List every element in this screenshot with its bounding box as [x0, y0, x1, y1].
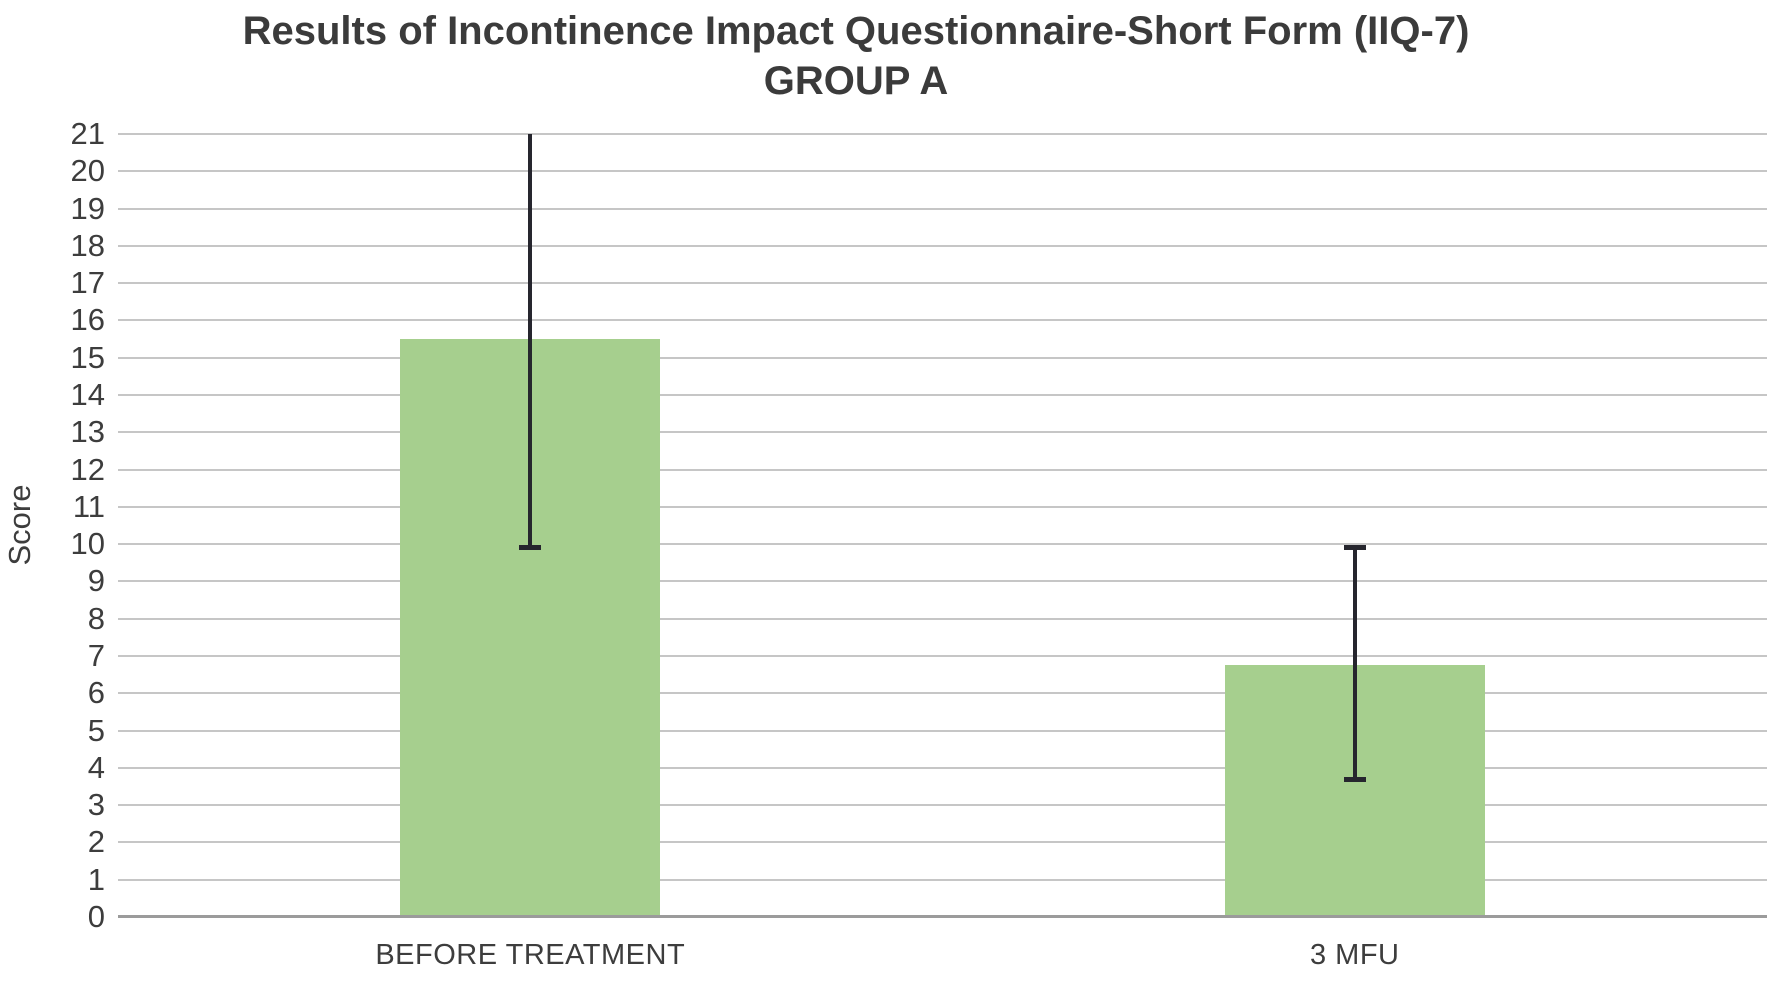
y-tick-label: 9	[87, 563, 105, 599]
gridline	[118, 431, 1767, 434]
y-tick-label: 6	[87, 675, 105, 711]
gridline	[118, 356, 1767, 359]
chart-title-line2: GROUP A	[763, 59, 949, 103]
y-tick-label: 3	[87, 787, 105, 823]
error-bar-high-cap	[1343, 545, 1366, 551]
y-tick-label: 14	[70, 377, 105, 412]
gridline	[118, 841, 1767, 844]
y-tick-label: 8	[87, 600, 105, 636]
gridline	[118, 729, 1767, 732]
gridline	[118, 170, 1767, 173]
gridline	[118, 394, 1767, 396]
error-bar-low-cap	[1343, 776, 1366, 782]
y-tick-label: 5	[87, 712, 105, 748]
category-label-before-treatment: BEFORE TREATMENT	[375, 939, 686, 971]
y-tick-label: 17	[70, 265, 105, 301]
y-tick-label: 18	[70, 227, 105, 263]
y-tick-label: 1	[87, 861, 105, 897]
y-tick-label: 0	[87, 899, 105, 934]
y-tick-label: 12	[70, 451, 105, 487]
y-tick-label: 16	[70, 302, 105, 338]
y-tick-label: 2	[87, 824, 105, 860]
error-bar-before-treatment	[528, 134, 533, 548]
gridline	[118, 617, 1767, 620]
gridline	[118, 878, 1767, 881]
error-bar-low-cap	[519, 545, 542, 551]
x-axis-line	[118, 915, 1767, 918]
plot-area: 0 1 2 3 4 5 6 7 8 9 10 11 12 13 14 15 16 17 18 19 20 21 BEFORE…	[71, 116, 1767, 971]
y-tick-label: 13	[70, 414, 105, 450]
gridline	[118, 692, 1767, 695]
gridline	[118, 133, 1767, 135]
y-tick-label: 15	[70, 339, 105, 375]
error-bar-3-mfu	[1352, 547, 1357, 780]
gridline	[118, 804, 1767, 807]
gridline	[118, 282, 1767, 285]
gridline	[118, 655, 1767, 657]
gridline	[118, 580, 1767, 583]
y-tick-label: 20	[70, 153, 105, 189]
gridline	[118, 766, 1767, 769]
chart-title: Results of Incontinence Impact Questionn…	[0, 6, 1712, 106]
gridline	[118, 319, 1767, 322]
category-label-3-mfu: 3 MFU	[1310, 939, 1400, 971]
y-tick-label: 7	[87, 638, 105, 673]
y-tick-label: 4	[87, 749, 105, 785]
y-tick-label: 19	[70, 190, 105, 226]
y-tick-label: 11	[72, 488, 105, 524]
gridline	[118, 244, 1767, 247]
y-tick-label: 10	[70, 526, 105, 562]
y-tick-label: 21	[70, 116, 105, 151]
gridline	[118, 207, 1767, 210]
gridline	[118, 505, 1767, 508]
gridline	[118, 543, 1767, 546]
gridline	[118, 468, 1767, 471]
chart-title-line1: Results of Incontinence Impact Questionn…	[242, 9, 1470, 53]
